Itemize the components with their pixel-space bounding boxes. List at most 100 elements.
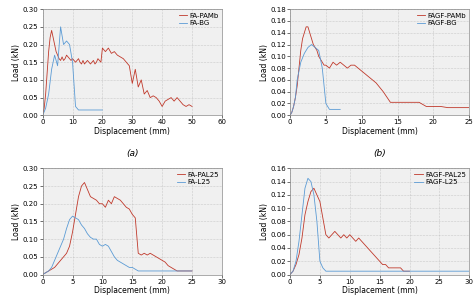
FAGF-L25 (290, 269, 296, 273)
FAGF-PAL25 (296, 253, 302, 257)
FA-PAMb (43, 92, 48, 96)
Line: FAGF-PAMb: FAGF-PAMb (290, 27, 469, 115)
FAGF-L25 (341, 269, 346, 273)
FA-BG (70, 60, 75, 64)
FAGF-PAL25 (323, 233, 328, 237)
FAGF-PAL25 (359, 239, 365, 243)
FA-PAMb (49, 29, 55, 32)
Line: FAGF-PAL25: FAGF-PAL25 (290, 188, 410, 274)
FAGF-L25 (329, 269, 335, 273)
FAGF-PAL25 (314, 193, 320, 197)
FAGF-PAMb (388, 100, 393, 104)
FAGF-BG (305, 46, 311, 49)
FAGF-PAL25 (293, 263, 299, 266)
FAGF-L25 (413, 269, 419, 273)
FA-L25 (88, 235, 93, 239)
FA-BG (43, 106, 48, 110)
FAGF-PAMb (309, 37, 314, 41)
FAGF-PAMb (334, 63, 339, 67)
FAGF-L25 (448, 269, 454, 273)
FAGF-PAL25 (308, 190, 314, 193)
FAGF-BG (291, 105, 296, 108)
FA-BG (49, 67, 55, 71)
FAGF-L25 (466, 269, 472, 273)
FAGF-PAL25 (335, 233, 341, 237)
FA-L25 (123, 264, 129, 267)
FAGF-PAMb (380, 90, 386, 94)
FAGF-BG (330, 108, 336, 111)
Legend: FA-PAL25, FA-L25: FA-PAL25, FA-L25 (175, 170, 220, 187)
Text: (b): (b) (373, 149, 386, 158)
FAGF-PAL25 (368, 249, 374, 253)
FA-L25 (79, 223, 84, 227)
FA-PAL25 (150, 253, 156, 257)
FAGF-L25 (287, 273, 293, 276)
FA-L25 (136, 269, 141, 273)
FA-L25 (91, 237, 96, 241)
FAGF-BG (298, 60, 304, 64)
FA-BG (52, 53, 57, 57)
FAGF-PAMb (356, 66, 361, 70)
FAGF-L25 (323, 269, 328, 273)
FA-BG (67, 43, 73, 46)
FA-BG (64, 39, 69, 43)
FAGF-PAL25 (290, 269, 296, 273)
FA-L25 (85, 232, 91, 236)
FAGF-PAL25 (386, 266, 392, 270)
FAGF-L25 (419, 269, 424, 273)
FA-L25 (165, 269, 171, 273)
FAGF-PAMb (423, 105, 429, 108)
FA-L25 (52, 259, 57, 262)
FA-PAMb (71, 59, 77, 62)
FA-BG (58, 25, 64, 29)
FAGF-PAL25 (305, 200, 311, 203)
Text: (a): (a) (126, 149, 138, 158)
FAGF-PAL25 (287, 273, 293, 276)
FAGF-PAMb (345, 66, 350, 70)
FAGF-PAMb (395, 100, 401, 104)
FAGF-PAMb (445, 106, 451, 109)
FA-L25 (97, 242, 102, 246)
FAGF-PAL25 (389, 266, 394, 270)
FA-BG (46, 92, 52, 96)
FAGF-PAMb (459, 106, 465, 109)
FAGF-PAMb (352, 63, 357, 67)
FAGF-PAL25 (347, 233, 353, 237)
FA-L25 (138, 269, 144, 273)
Line: FAGF-L25: FAGF-L25 (290, 178, 469, 274)
FA-L25 (141, 269, 147, 273)
FA-PAMb (189, 105, 195, 108)
FAGF-PAMb (359, 69, 365, 73)
FAGF-L25 (401, 269, 406, 273)
FAGF-PAMb (452, 106, 458, 109)
FAGF-PAMb (307, 31, 312, 34)
FAGF-PAMb (341, 63, 346, 67)
FAGF-PAMb (416, 100, 422, 104)
FA-L25 (100, 244, 105, 248)
FA-L25 (58, 244, 64, 248)
FAGF-PAL25 (299, 236, 305, 240)
FA-L25 (40, 273, 46, 276)
FA-L25 (189, 269, 195, 273)
FAGF-L25 (302, 186, 308, 190)
FAGF-BG (301, 52, 307, 55)
FAGF-PAMb (296, 66, 302, 70)
FA-BG (93, 108, 99, 112)
FAGF-L25 (296, 239, 302, 243)
FAGF-PAL25 (317, 200, 323, 203)
FAGF-L25 (335, 269, 341, 273)
FAGF-L25 (389, 269, 394, 273)
FAGF-PAL25 (392, 266, 397, 270)
FA-L25 (120, 262, 126, 266)
FAGF-L25 (460, 269, 466, 273)
FA-L25 (118, 260, 123, 264)
FAGF-PAL25 (395, 266, 401, 270)
FA-PAL25 (186, 269, 192, 273)
FAGF-L25 (305, 177, 311, 180)
FAGF-L25 (383, 269, 389, 273)
FAGF-PAMb (330, 60, 336, 64)
FAGF-BG (327, 108, 332, 111)
FA-L25 (153, 269, 159, 273)
FAGF-PAMb (337, 60, 343, 64)
Line: FAGF-BG: FAGF-BG (290, 45, 340, 115)
